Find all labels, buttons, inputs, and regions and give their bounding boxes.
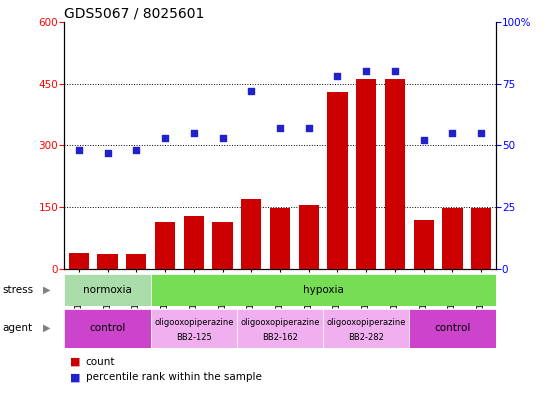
Point	[304, 125, 313, 131]
Text: ▶: ▶	[43, 323, 50, 333]
Text: GDS5067 / 8025601: GDS5067 / 8025601	[64, 6, 205, 20]
Point	[419, 137, 428, 143]
Text: BB2-125: BB2-125	[176, 334, 212, 342]
Text: agent: agent	[3, 323, 33, 333]
Bar	[184, 215, 204, 269]
Bar	[356, 79, 376, 269]
Point	[161, 135, 170, 141]
Bar	[241, 199, 262, 269]
Bar	[212, 222, 232, 269]
Point	[189, 130, 198, 136]
Point	[276, 125, 284, 131]
Bar	[69, 253, 89, 269]
Text: control: control	[90, 323, 125, 333]
Text: stress: stress	[3, 285, 34, 295]
Text: count: count	[86, 356, 115, 367]
Bar	[409, 309, 496, 348]
Point	[218, 135, 227, 141]
Bar	[298, 205, 319, 269]
Bar	[237, 309, 323, 348]
Bar	[414, 220, 434, 269]
Bar	[328, 92, 348, 269]
Point	[390, 68, 399, 74]
Point	[448, 130, 457, 136]
Text: hypoxia: hypoxia	[303, 285, 343, 295]
Bar	[442, 208, 463, 269]
Bar	[97, 253, 118, 269]
Text: oligooxopiperazine: oligooxopiperazine	[326, 318, 406, 327]
Bar	[64, 274, 151, 306]
Bar	[323, 309, 409, 348]
Point	[74, 147, 83, 154]
Bar	[385, 79, 405, 269]
Point	[477, 130, 486, 136]
Text: oligooxopiperazine: oligooxopiperazine	[154, 318, 234, 327]
Text: control: control	[435, 323, 470, 333]
Point	[247, 88, 256, 94]
Point	[132, 147, 141, 154]
Bar	[471, 208, 491, 269]
Text: oligooxopiperazine: oligooxopiperazine	[240, 318, 320, 327]
Text: ■: ■	[70, 372, 81, 382]
Text: ▶: ▶	[43, 285, 50, 295]
Bar	[155, 222, 175, 269]
Bar	[151, 309, 237, 348]
Text: BB2-282: BB2-282	[348, 334, 384, 342]
Text: percentile rank within the sample: percentile rank within the sample	[86, 372, 262, 382]
Point	[103, 150, 112, 156]
Text: BB2-162: BB2-162	[262, 334, 298, 342]
Bar	[64, 309, 151, 348]
Bar	[151, 274, 496, 306]
Bar	[126, 253, 146, 269]
Point	[362, 68, 371, 74]
Point	[333, 73, 342, 79]
Text: normoxia: normoxia	[83, 285, 132, 295]
Bar	[270, 208, 290, 269]
Text: ■: ■	[70, 356, 81, 367]
